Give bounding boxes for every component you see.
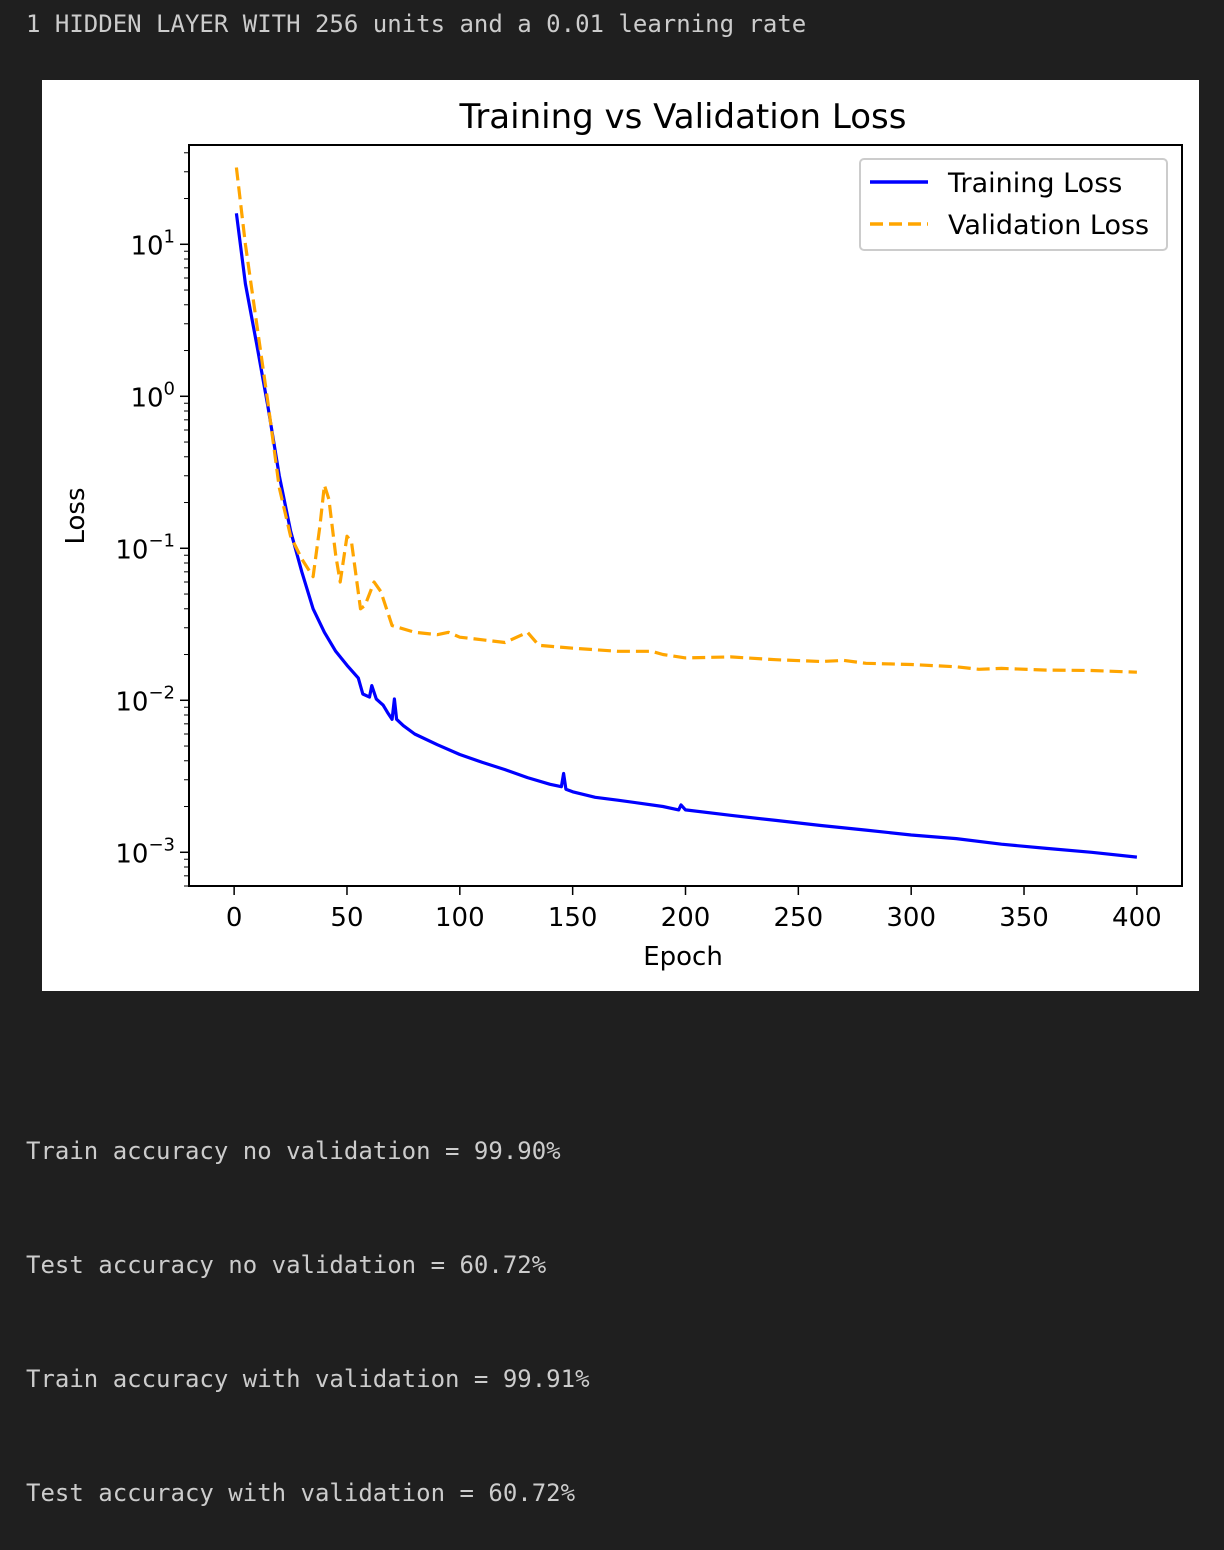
plot-frame <box>188 144 1183 887</box>
x-tick-label: 200 <box>661 903 711 933</box>
loss-plot: Training vs Validation Loss 0 50 100 150 200… <box>42 80 1199 991</box>
legend-box <box>859 158 1168 251</box>
y-tick-label: 100 <box>130 378 175 413</box>
accuracy-results: Train accuracy no validation = 99.90% Te… <box>26 1056 590 1550</box>
result-line: Train accuracy with validation = 99.91% <box>26 1365 590 1393</box>
legend-label-validation: Validation Loss <box>948 210 1149 241</box>
y-tick-label: 10−2 <box>115 682 175 717</box>
result-line: Train accuracy no validation = 99.90% <box>26 1137 561 1165</box>
x-tick-label: 250 <box>774 903 824 933</box>
x-tick-label: 350 <box>999 903 1049 933</box>
x-tick-label: 100 <box>435 903 485 933</box>
x-tick-label: 50 <box>330 903 363 933</box>
training-loss-line <box>234 213 1138 859</box>
result-line: Test accuracy no validation = 60.72% <box>26 1251 547 1279</box>
y-tick-label: 10−3 <box>115 834 175 869</box>
y-axis-label: Loss <box>61 487 91 544</box>
legend-label-training: Training Loss <box>947 168 1122 199</box>
x-axis-label: Epoch <box>643 942 723 972</box>
cell-output-heading: 1 HIDDEN LAYER WITH 256 units and a 0.01… <box>26 10 807 38</box>
x-tick-label: 150 <box>548 903 598 933</box>
legend: Training Loss Validation Loss <box>859 158 1168 251</box>
result-line: Test accuracy with validation = 60.72% <box>26 1479 576 1507</box>
x-tick-label: 300 <box>886 903 936 933</box>
chart-title: Training vs Validation Loss <box>459 97 907 137</box>
x-tick-label: 0 <box>226 903 243 933</box>
x-tick-label: 400 <box>1112 903 1162 933</box>
y-tick-label: 101 <box>130 226 175 261</box>
loss-chart-svg: Training vs Validation Loss 0 50 100 150 200… <box>61 97 1183 972</box>
y-tick-label: 10−1 <box>115 530 175 565</box>
validation-loss-line <box>234 167 1137 674</box>
